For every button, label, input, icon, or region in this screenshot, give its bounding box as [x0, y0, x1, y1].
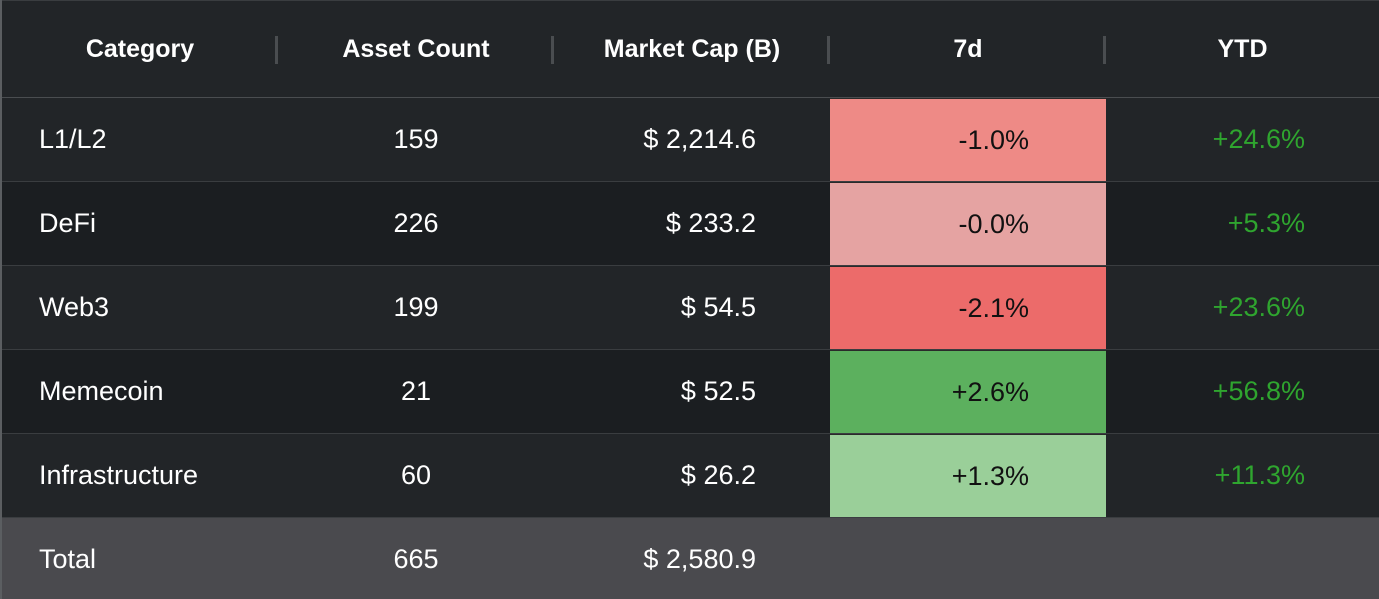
change-7d-cell: +2.6% — [830, 350, 1106, 433]
change-7d-cell: -2.1% — [830, 266, 1106, 349]
category-cell: Web3 — [39, 292, 110, 322]
asset-count-cell: 21 — [400, 376, 432, 406]
total-7d-empty — [830, 518, 1106, 599]
table-row[interactable]: Web3 199 $ 54.5 -2.1% +23.6% — [2, 266, 1379, 350]
change-7d-cell: -1.0% — [830, 98, 1106, 181]
column-header-asset-count[interactable]: Asset Count — [278, 1, 554, 97]
column-header-category[interactable]: Category — [2, 1, 278, 97]
total-label: Total — [39, 544, 97, 574]
category-cell: DeFi — [39, 208, 97, 238]
market-cap-cell: $ 233.2 — [665, 208, 756, 238]
total-ytd-empty — [1106, 518, 1379, 599]
change-ytd-cell: +11.3% — [1214, 460, 1305, 490]
column-header-market-cap[interactable]: Market Cap (B) — [554, 1, 830, 97]
change-ytd-cell: +24.6% — [1212, 124, 1305, 154]
column-header-ytd[interactable]: YTD — [1217, 34, 1268, 63]
category-cell: L1/L2 — [39, 124, 107, 154]
market-cap-cell: $ 52.5 — [680, 376, 756, 406]
category-cell: Infrastructure — [39, 460, 199, 490]
market-cap-cell: $ 2,214.6 — [643, 124, 756, 154]
market-cap-cell: $ 54.5 — [680, 292, 756, 322]
change-ytd-cell: +23.6% — [1212, 292, 1305, 322]
change-7d-cell: +1.3% — [830, 434, 1106, 517]
change-7d-cell: -0.0% — [830, 182, 1106, 265]
table-row[interactable]: DeFi 226 $ 233.2 -0.0% +5.3% — [2, 182, 1379, 266]
category-cell: Memecoin — [39, 376, 164, 406]
total-row: Total 665 $ 2,580.9 — [2, 518, 1379, 599]
change-ytd-cell: +5.3% — [1227, 208, 1305, 238]
market-cap-cell: $ 26.2 — [680, 460, 756, 490]
asset-count-cell: 60 — [400, 460, 432, 490]
table-row[interactable]: Infrastructure 60 $ 26.2 +1.3% +11.3% — [2, 434, 1379, 518]
total-asset-count: 665 — [393, 544, 439, 574]
column-header-7d[interactable]: 7d — [830, 1, 1106, 97]
table-row[interactable]: L1/L2 159 $ 2,214.6 -1.0% +24.6% — [2, 98, 1379, 182]
change-ytd-cell: +56.8% — [1212, 376, 1305, 406]
table-header-row: Category Asset Count Market Cap (B) 7d Y… — [2, 0, 1379, 98]
asset-count-cell: 226 — [393, 208, 439, 238]
table-row[interactable]: Memecoin 21 $ 52.5 +2.6% +56.8% — [2, 350, 1379, 434]
asset-count-cell: 159 — [393, 124, 439, 154]
asset-count-cell: 199 — [393, 292, 439, 322]
total-market-cap: $ 2,580.9 — [643, 544, 756, 574]
